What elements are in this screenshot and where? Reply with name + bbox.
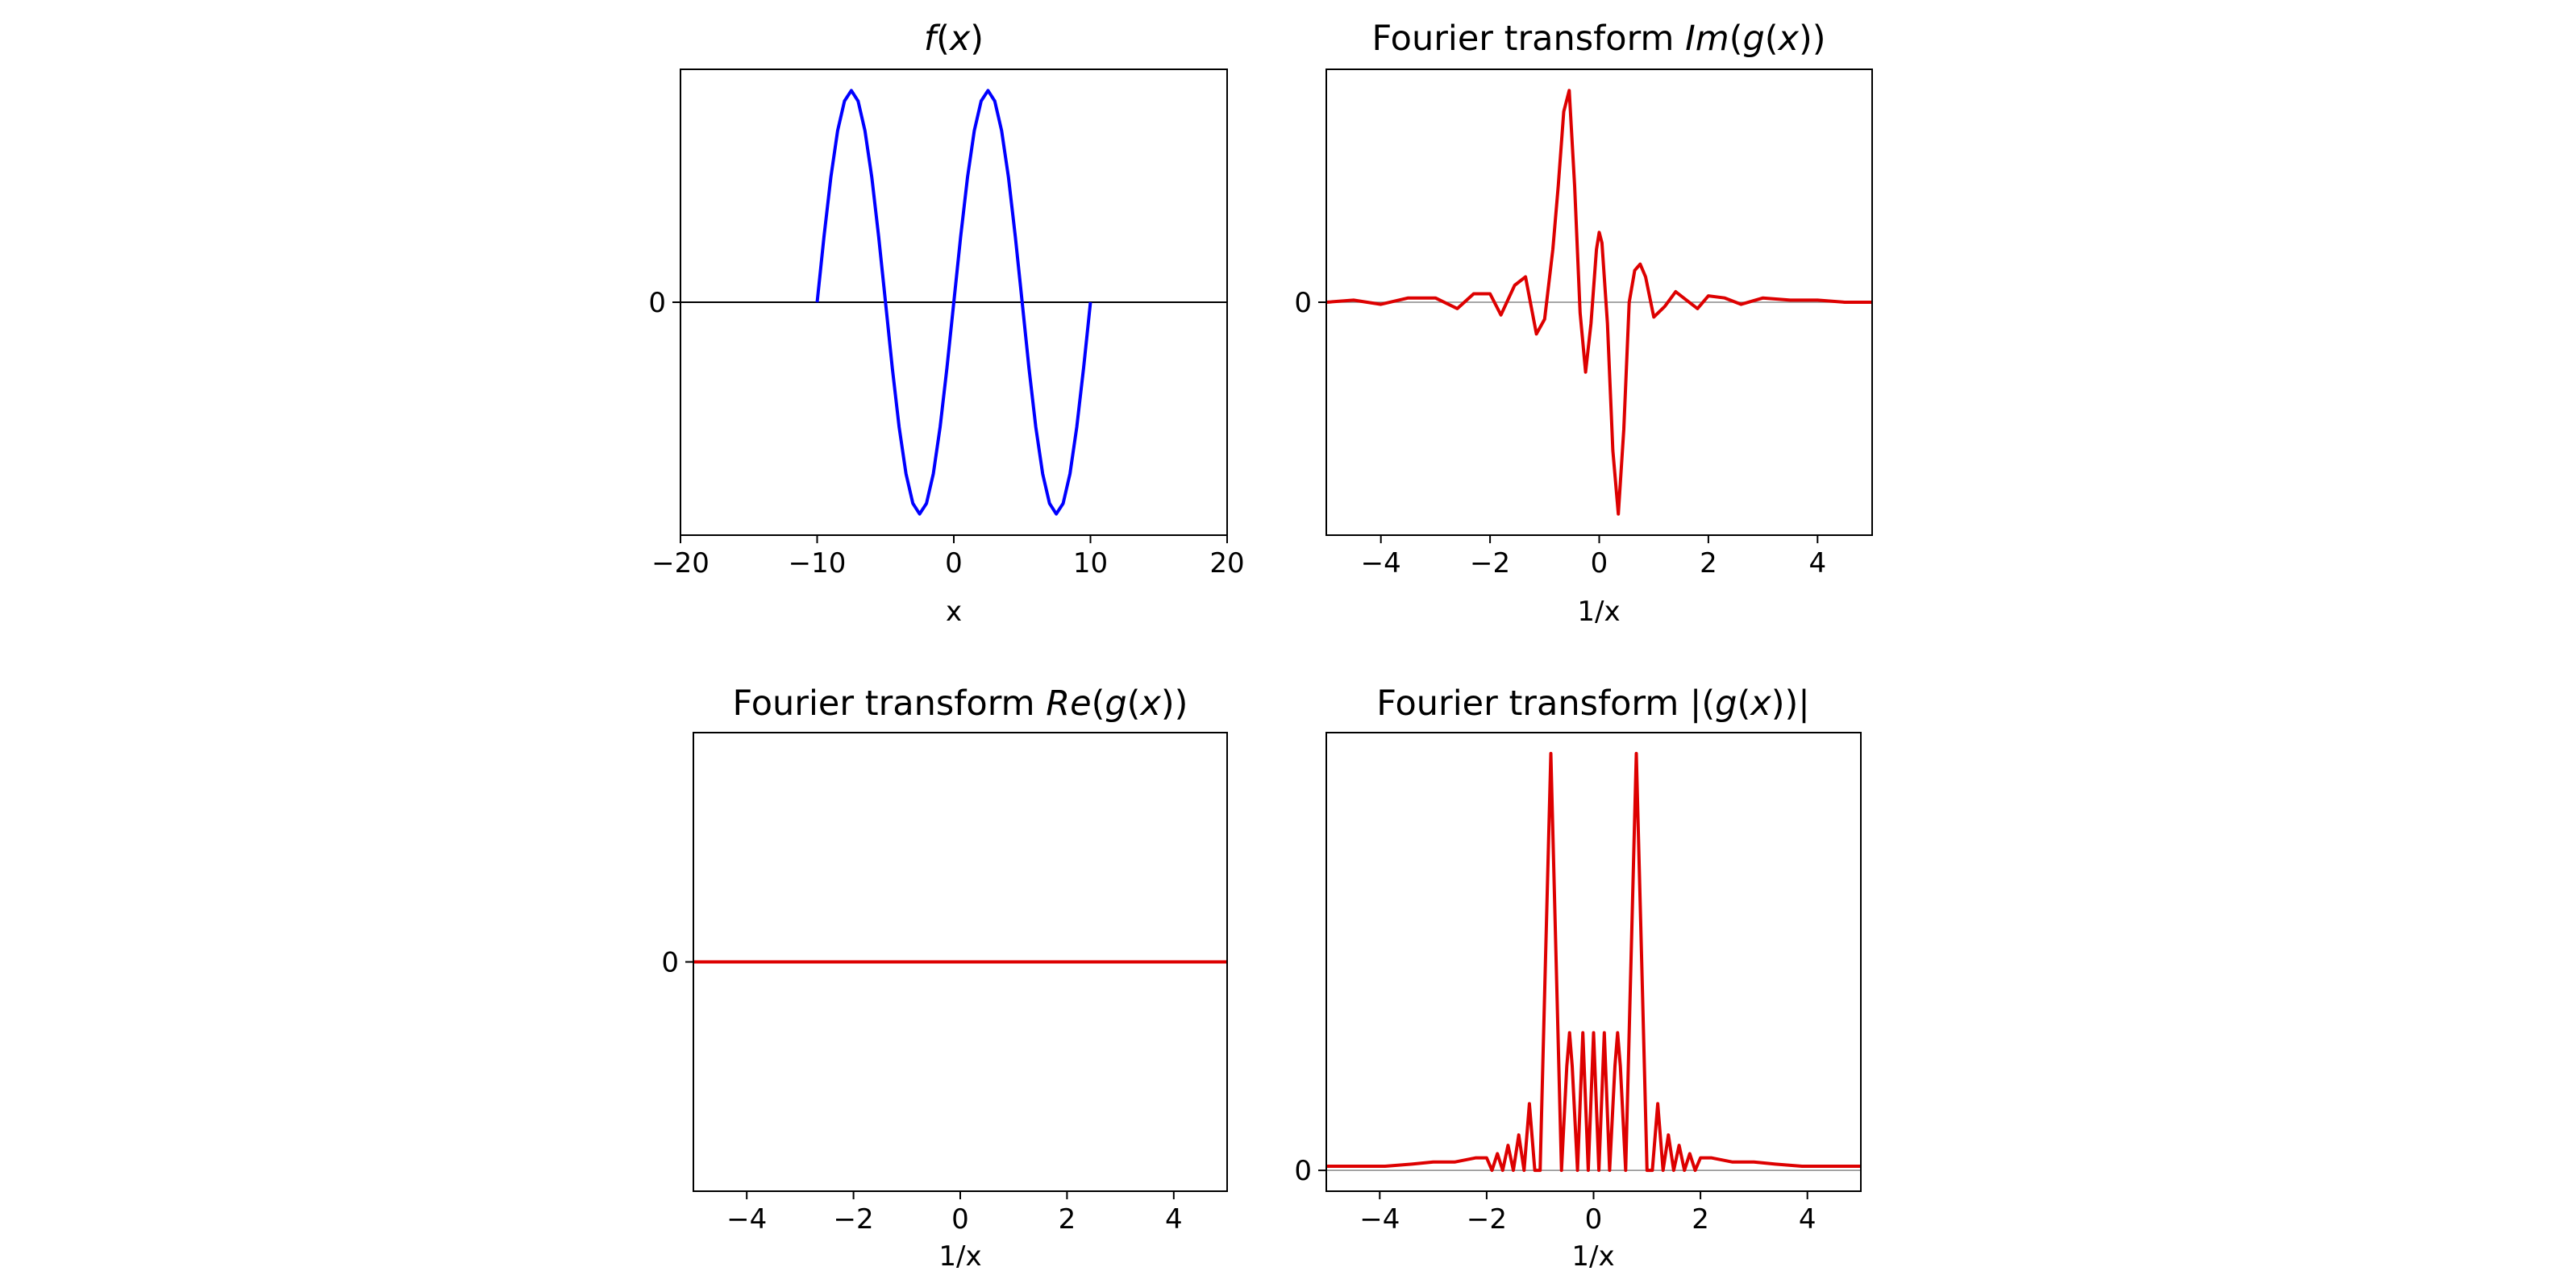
x-tick-label: 2: [1692, 1203, 1709, 1236]
y-tick-label: 0: [1294, 1155, 1312, 1187]
x-tick-label: 4: [1808, 547, 1826, 579]
x-tick-label: 10: [1073, 547, 1108, 579]
x-tick-label: 0: [951, 1203, 969, 1236]
subplot-magnitude: Fourier transform |(g(x))| 1/x −4 −2 0 2 4 0: [1294, 683, 1862, 1271]
y-tick-label: 0: [648, 287, 666, 319]
x-tick-label: 4: [1799, 1203, 1817, 1236]
x-tick-label: −10: [789, 547, 847, 579]
subplot-title: f(x): [924, 19, 984, 59]
x-axis-label: x: [946, 596, 962, 628]
subplot-fx: f(x) x −20 −10 0 10 20 0: [648, 19, 1244, 628]
y-tick-label: 0: [1294, 287, 1312, 319]
series-line-0: [1325, 89, 1872, 516]
x-tick-label: 20: [1209, 547, 1244, 579]
x-tick-label: −2: [1470, 547, 1510, 579]
subplot-title: Fourier transform Im(g(x)): [1371, 19, 1825, 59]
x-tick-label: 2: [1700, 547, 1717, 579]
subplot-real: Fourier transform Re(g(x)) 1/x −4 −2 0 2 4 0: [661, 683, 1228, 1271]
x-tick-label: 2: [1059, 1203, 1076, 1236]
subplot-title: Fourier transform |(g(x))|: [1376, 683, 1810, 724]
x-tick-label: −4: [726, 1203, 767, 1236]
subplot-imaginary: Fourier transform Im(g(x)) 1/x −4 −2 0 2 4 0: [1294, 19, 1873, 628]
x-tick-label: −20: [651, 547, 710, 579]
x-tick-label: 0: [1591, 547, 1608, 579]
x-tick-label: −4: [1359, 1203, 1400, 1236]
x-axis-label: 1/x: [938, 1240, 981, 1271]
subplot-title: Fourier transform Re(g(x)): [733, 683, 1188, 724]
x-tick-label: 4: [1165, 1203, 1183, 1236]
x-tick-label: 0: [1585, 1203, 1603, 1236]
x-tick-label: −2: [834, 1203, 874, 1236]
x-axis-label: 1/x: [1577, 596, 1620, 628]
series-line-0: [815, 89, 1092, 516]
x-tick-label: −2: [1467, 1203, 1507, 1236]
x-axis-label: 1/x: [1571, 1240, 1614, 1271]
y-tick-label: 0: [661, 947, 679, 979]
series-line-0: [1326, 751, 1861, 1173]
x-tick-label: 0: [945, 547, 963, 579]
x-tick-label: −4: [1361, 547, 1401, 579]
